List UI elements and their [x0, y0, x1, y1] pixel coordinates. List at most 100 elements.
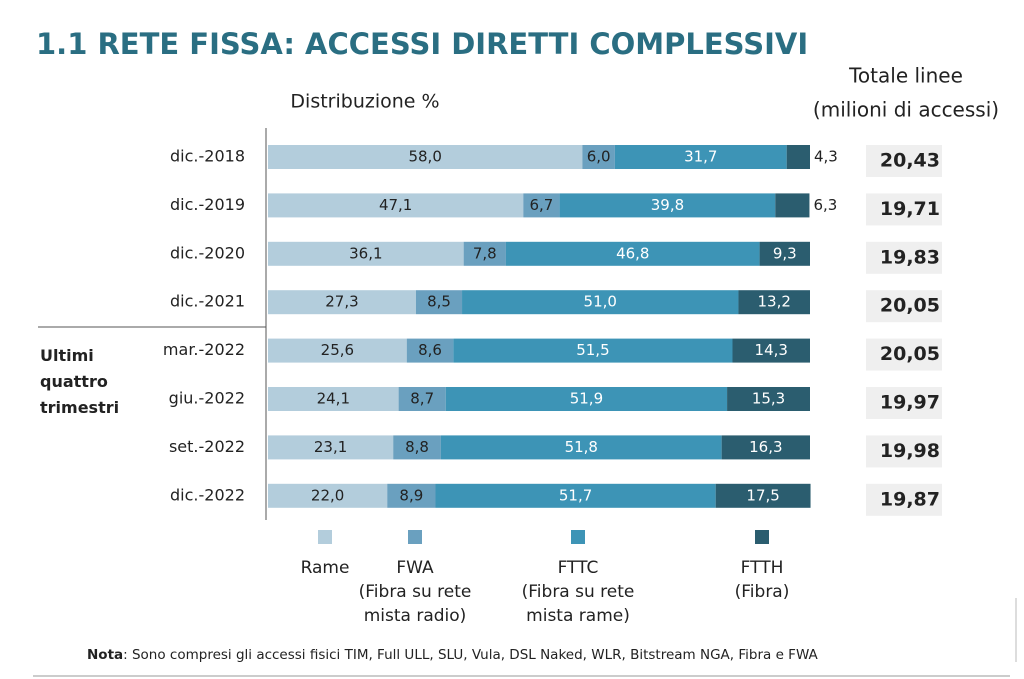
bar-segment	[738, 290, 810, 315]
total-label: 19,98	[880, 440, 940, 462]
total-box	[866, 483, 942, 516]
y-tick-label: dic.-2022	[170, 485, 245, 504]
note: Nota: Sono compresi gli accessi fisici T…	[87, 647, 818, 663]
total-label: 19,97	[880, 392, 940, 414]
bar-segment	[559, 193, 776, 218]
value-label: 22,0	[311, 486, 344, 504]
value-label: 16,3	[749, 438, 782, 456]
value-label: 58,0	[408, 148, 441, 166]
total-label: 19,83	[880, 246, 940, 268]
legend-note: (Fibra su rete mista radio)	[358, 582, 472, 626]
bar-segment	[786, 145, 810, 169]
total-label: 19,87	[880, 488, 940, 510]
value-label: 8,6	[418, 341, 442, 359]
chart-title: 1.1 RETE FISSA: ACCESSI DIRETTI COMPLESS…	[36, 27, 808, 61]
total-box	[866, 387, 942, 419]
value-label: 39,8	[651, 196, 684, 214]
bar-segment	[505, 241, 760, 266]
legend-swatch	[755, 530, 769, 544]
subtitle: Distribuzione %	[290, 91, 439, 113]
legend-label: FTTC	[558, 558, 599, 578]
value-label: 8,7	[410, 390, 434, 408]
bar-segment	[727, 387, 810, 411]
legend-swatch	[571, 530, 585, 544]
value-label: 9,3	[773, 244, 797, 262]
value-label: 15,3	[752, 390, 785, 408]
value-label: 6,7	[530, 196, 554, 214]
value-label: 6,3	[813, 196, 837, 214]
total-label: 20,05	[880, 295, 940, 317]
bar-segment	[582, 145, 615, 169]
total-label: 20,05	[880, 343, 940, 365]
total-box	[866, 435, 942, 468]
total-box	[866, 241, 942, 274]
bar-segment	[268, 241, 464, 266]
legend-note: (Fibra)	[734, 582, 790, 602]
value-label: 27,3	[325, 293, 358, 311]
group-label: Ultimi quattro trimestri	[40, 346, 120, 417]
value-label: 31,7	[684, 148, 717, 166]
total-box	[866, 193, 942, 226]
value-label: 51,5	[576, 341, 609, 359]
bar-segment	[393, 435, 441, 460]
bar-segment	[415, 290, 463, 315]
bar-segment	[268, 435, 394, 460]
bar-segment	[759, 241, 810, 266]
value-label: 8,8	[405, 438, 429, 456]
bar-segment	[453, 338, 733, 363]
bar-segment	[445, 387, 728, 411]
value-label: 17,5	[746, 486, 779, 504]
value-label: 51,8	[565, 438, 598, 456]
total-box	[866, 338, 942, 371]
y-tick-label: dic.-2020	[170, 243, 245, 262]
total-label: 20,43	[880, 150, 940, 172]
totals-title: Totale linee	[848, 64, 963, 88]
y-tick-label: giu.-2022	[169, 389, 245, 408]
value-label: 51,0	[584, 293, 617, 311]
value-label: 6,0	[587, 148, 611, 166]
bar-segment	[715, 483, 811, 508]
bar-segment	[435, 483, 716, 508]
bar-segment	[268, 290, 416, 315]
bar-segment	[268, 483, 388, 508]
y-tick-label: mar.-2022	[163, 340, 245, 359]
total-label: 19,71	[880, 198, 940, 220]
value-label: 4,3	[814, 148, 838, 166]
legend-label: FWA	[396, 558, 434, 578]
legend-label: Rame	[301, 558, 350, 578]
value-label: 25,6	[321, 341, 354, 359]
value-label: 14,3	[755, 341, 788, 359]
value-label: 24,1	[317, 390, 350, 408]
legend-swatch	[408, 530, 422, 544]
bar-segment	[732, 338, 810, 363]
bar-segment	[268, 387, 399, 411]
bar-segment	[462, 290, 739, 315]
bar-segment	[406, 338, 454, 363]
value-label: 23,1	[314, 438, 347, 456]
bar-segment	[268, 193, 524, 218]
bar-segment	[721, 435, 810, 460]
total-box	[866, 290, 942, 323]
y-tick-label: dic.-2021	[170, 292, 245, 311]
y-tick-label: set.-2022	[169, 437, 245, 456]
value-label: 46,8	[616, 244, 649, 262]
value-label: 36,1	[349, 244, 382, 262]
y-tick-label: dic.-2018	[170, 147, 245, 166]
bar-segment	[440, 435, 722, 460]
legend-swatch	[318, 530, 332, 544]
value-label: 13,2	[758, 293, 791, 311]
value-label: 7,8	[473, 244, 497, 262]
bar-segment	[463, 241, 506, 266]
value-label: 51,9	[570, 390, 603, 408]
bar-segment	[398, 387, 446, 411]
value-label: 47,1	[379, 196, 412, 214]
value-label: 51,7	[559, 486, 592, 504]
note-text: : Sono compresi gli accessi fisici TIM, …	[123, 647, 818, 663]
bar-segment	[268, 145, 583, 169]
y-tick-label: dic.-2019	[170, 195, 245, 214]
legend-note: (Fibra su rete mista rame)	[521, 582, 635, 626]
legend-label: FTTH	[741, 558, 784, 578]
bar-segment	[387, 483, 436, 508]
